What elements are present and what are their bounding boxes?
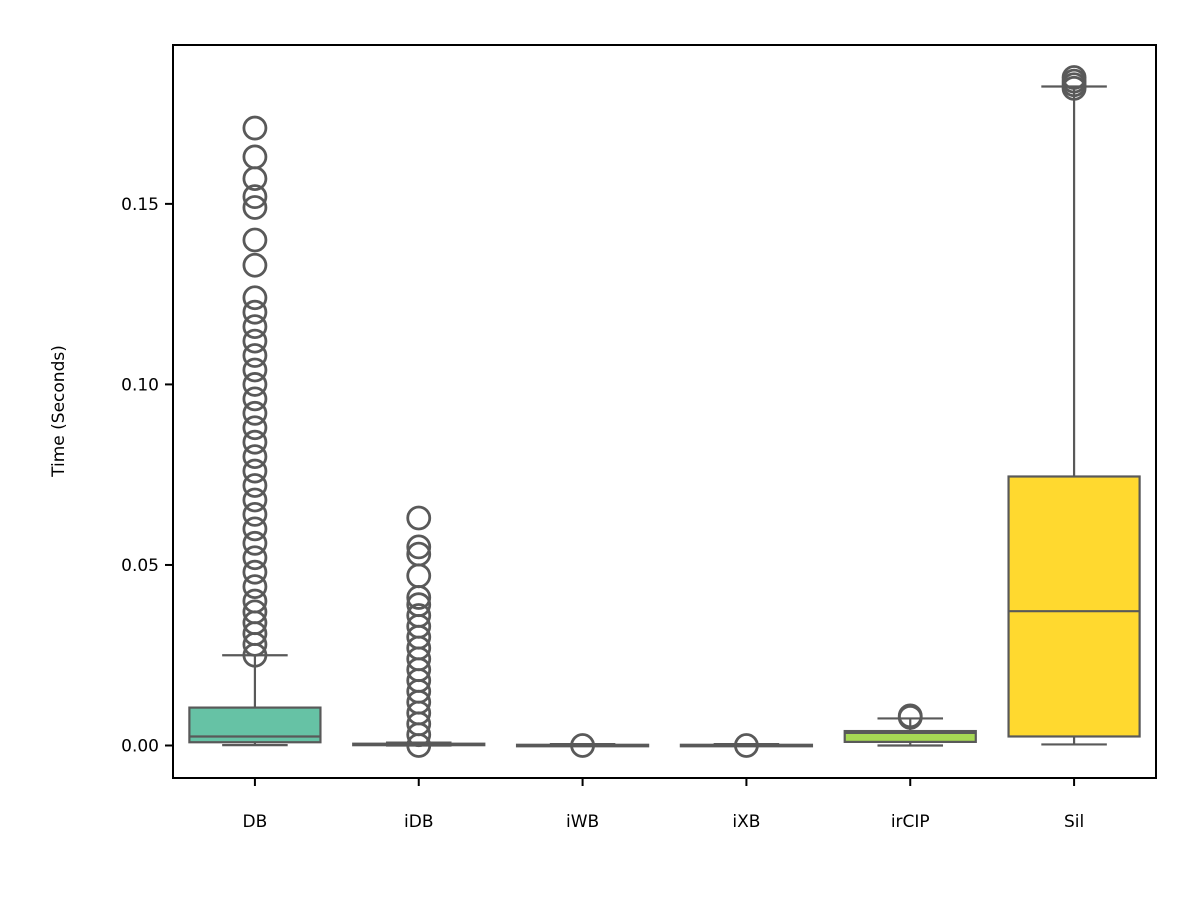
x-tick-label: iXB xyxy=(732,812,760,832)
y-tick-label: 0.10 xyxy=(121,375,159,395)
x-tick-label: irCIP xyxy=(891,812,930,832)
x-axis: DB iDB iWB iXB irCIP Sil xyxy=(243,778,1085,832)
box-group-DB xyxy=(189,117,320,745)
outlier-point xyxy=(244,229,266,251)
x-tick-label: Sil xyxy=(1064,812,1084,832)
outlier-point xyxy=(408,565,430,587)
x-tick-label: iDB xyxy=(404,812,433,832)
x-tick-label: DB xyxy=(243,812,268,832)
y-axis: 0.00 0.05 0.10 0.15 xyxy=(121,195,173,757)
y-axis-label: Time (Seconds) xyxy=(49,345,69,478)
outlier-point xyxy=(244,254,266,276)
outlier-point xyxy=(244,117,266,139)
box-Sil xyxy=(1009,476,1140,736)
y-tick-label: 0.15 xyxy=(121,195,159,215)
box-group-iDB xyxy=(353,507,484,756)
outlier-point xyxy=(244,287,266,309)
outlier-point xyxy=(408,507,430,529)
outlier-point xyxy=(244,146,266,168)
box-group-iXB xyxy=(681,735,812,757)
box-group-iWB xyxy=(517,735,648,757)
y-tick-label: 0.00 xyxy=(121,737,159,757)
box-group-Sil xyxy=(1009,66,1140,744)
x-tick-label: iWB xyxy=(566,812,599,832)
y-tick-label: 0.05 xyxy=(121,556,159,576)
box-group-irCIP xyxy=(845,705,976,746)
boxes-layer xyxy=(189,66,1139,756)
